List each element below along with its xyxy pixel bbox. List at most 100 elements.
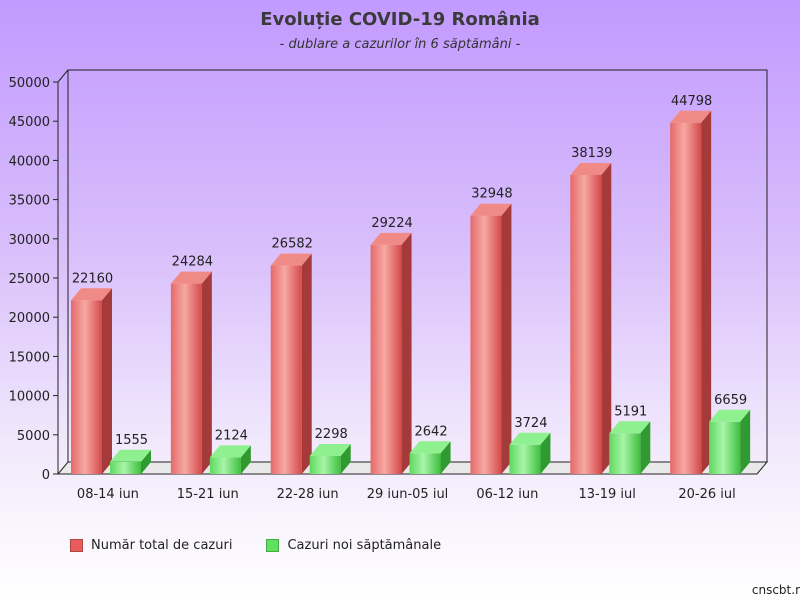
legend-item-new[interactable]: Cazuri noi săptămânale (266, 538, 441, 553)
bar-total: 26582 (270, 237, 313, 474)
data-label: 2298 (315, 427, 348, 442)
y-tick-label: 10000 (9, 390, 50, 405)
y-tick-label: 45000 (9, 115, 50, 130)
bar-front (270, 265, 302, 474)
data-label: 22160 (72, 271, 113, 286)
chart-title: Evoluție COVID-19 România (260, 9, 540, 30)
bar-side (601, 162, 612, 474)
bar-front (709, 421, 741, 474)
legend-label-new: Cazuri noi săptămânale (287, 538, 442, 553)
bar-top (170, 271, 212, 284)
bar-total: 44798 (670, 94, 712, 474)
bar-top (110, 449, 151, 462)
x-axis: 08-14 iun 15-21 iun 22-28 iun 29 iun-05 iul… (77, 487, 736, 502)
x-category-label: 15-21 iun (177, 487, 239, 502)
bars-group: 22160 1555 24284 2124 26582 2298 29224 2642 3294… (71, 94, 751, 474)
data-label: 32948 (471, 187, 512, 202)
source-credit: cnscbt.r (751, 583, 800, 597)
bar-front (409, 453, 441, 474)
bar-side (501, 203, 512, 474)
bar-total: 29224 (370, 216, 413, 474)
legend: Număr total de cazuri Cazuri noi săptămâ… (70, 538, 441, 553)
bar-side (301, 253, 312, 474)
bar-side (102, 288, 112, 474)
x-category-label: 08-14 iun (77, 487, 139, 502)
bar-side (640, 421, 651, 474)
data-label: 2124 (215, 428, 248, 443)
bar-side (440, 441, 451, 474)
bar-front (370, 244, 402, 474)
bar-top (409, 441, 451, 454)
data-label: 29224 (371, 216, 412, 231)
bar-front (609, 433, 641, 474)
bar-total: 22160 (71, 271, 113, 474)
x-category-label: 20-26 iul (678, 487, 735, 502)
bar-new: 2642 (409, 424, 451, 474)
bar-new: 2124 (209, 428, 251, 474)
data-label: 2642 (415, 424, 448, 439)
bar-new: 5191 (609, 404, 651, 474)
bar-top (370, 232, 412, 245)
bar-top (209, 445, 251, 458)
bar-side (340, 443, 351, 474)
bar-top (570, 162, 612, 175)
bar-side (701, 110, 712, 474)
bar-front (309, 455, 341, 474)
bar-top (71, 288, 112, 301)
bar-top (470, 203, 512, 216)
bar-top (670, 110, 712, 123)
bar-top (270, 253, 312, 266)
bar-new: 3724 (509, 416, 551, 474)
legend-item-total[interactable]: Număr total de cazuri (70, 538, 232, 553)
legend-swatch-new (266, 539, 280, 552)
chart-frame (56, 69, 769, 475)
bar-front (209, 457, 241, 474)
left-wall-top-edge (57, 69, 69, 83)
data-label: 1555 (115, 433, 148, 448)
bar-top (609, 421, 651, 434)
data-label: 24284 (172, 255, 213, 270)
y-tick-label: 35000 (9, 194, 50, 209)
y-axis: 0 5000 10000 15000 20000 25000 30000 35000 40000… (9, 76, 58, 483)
data-label: 5191 (614, 404, 647, 419)
data-label: 3724 (514, 416, 547, 431)
chart-subtitle: - dublare a cazurilor în 6 săptămâni - (279, 37, 521, 52)
bar-side (240, 445, 251, 474)
bar-top (309, 443, 351, 456)
y-tick-label: 5000 (17, 429, 50, 444)
bar-front (509, 444, 541, 474)
bar-new: 2298 (309, 427, 351, 474)
bar-front (71, 300, 102, 474)
legend-swatch-total (70, 539, 83, 552)
x-category-label: 06-12 iun (476, 487, 538, 502)
y-tick-label: 20000 (9, 311, 50, 326)
bar-side (401, 232, 412, 474)
bar-new: 1555 (110, 433, 151, 474)
bar-top (509, 432, 551, 445)
y-tick-label: 15000 (9, 350, 50, 365)
bar-front (170, 283, 202, 474)
bar-front (110, 461, 141, 474)
bar-new: 6659 (709, 393, 751, 474)
bar-side (141, 449, 151, 474)
bar-side (540, 432, 551, 474)
x-category-label: 22-28 iun (277, 487, 339, 502)
bar-side (201, 271, 212, 474)
x-category-label: 13-19 iul (579, 487, 636, 502)
bar-front (470, 215, 502, 474)
bar-total: 32948 (470, 187, 513, 474)
bar-total: 24284 (170, 255, 213, 474)
y-tick-label: 50000 (9, 76, 50, 91)
x-category-label: 29 iun-05 iul (367, 487, 449, 502)
data-label: 38139 (571, 146, 612, 161)
bar-front (570, 174, 602, 474)
legend-label-total: Număr total de cazuri (91, 538, 233, 553)
bar-side (740, 409, 751, 474)
data-label: 44798 (671, 94, 712, 109)
bar-top (709, 409, 751, 422)
data-label: 6659 (714, 393, 747, 408)
y-tick-label: 40000 (9, 154, 50, 169)
data-label: 26582 (272, 237, 313, 252)
y-tick-label: 0 (42, 468, 50, 483)
